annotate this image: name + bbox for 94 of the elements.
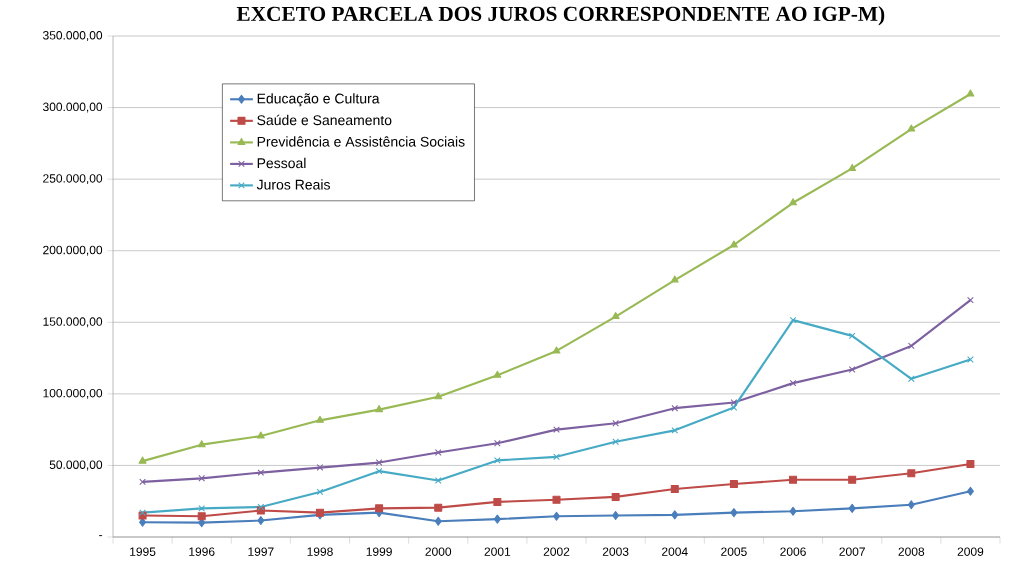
point [789,506,797,516]
x-tick-label: 2006 [780,547,806,556]
point [789,316,797,324]
point [789,475,798,484]
point [552,346,561,354]
point [553,453,560,461]
point [434,503,443,512]
point [611,312,620,320]
point [671,404,679,412]
point [257,469,265,476]
point [197,440,206,448]
point [493,497,502,506]
point [612,438,619,446]
point [848,475,857,484]
x-tick-label: 1996 [189,547,215,556]
x-tick-label: 2008 [898,547,925,556]
point [434,449,442,456]
point [375,467,383,475]
y-tick-label: 250.000,00 [43,174,103,185]
point [730,399,738,406]
point [197,512,206,521]
point [670,275,679,283]
y-tick-label: 300.000,00 [43,102,103,113]
x-tick-label: 2002 [543,547,570,556]
point [907,500,915,510]
point [315,415,324,423]
x-tick-label: 1999 [366,547,392,556]
x-tick-label: 1997 [248,547,274,556]
point [552,495,561,504]
point [966,89,975,97]
point [907,124,916,132]
point [848,332,856,340]
point [316,488,324,496]
point [729,240,738,248]
y-tick-label: 200.000,00 [43,245,103,256]
point [612,510,620,521]
point [907,469,916,478]
point [257,503,265,511]
legend-label: Educação e Cultura [257,93,380,107]
y-tick-label: 100.000,00 [43,388,103,399]
point [729,480,738,489]
x-tick-label: 2007 [839,547,865,556]
point [493,370,502,378]
point [552,511,561,521]
point [434,477,442,484]
point [494,439,501,447]
point [434,392,443,400]
point [256,431,265,439]
point [730,508,738,518]
point [848,163,857,171]
point [789,198,798,206]
point [198,474,206,482]
point [611,492,620,501]
point [730,404,738,411]
y-tick-label: 150.000,00 [43,317,103,328]
point [848,366,856,373]
x-tick-label: 2001 [484,547,511,556]
point [316,464,324,471]
y-tick-label: 350.000,00 [43,31,103,41]
x-tick-label: 2009 [957,547,984,556]
x-tick-label: 1998 [307,547,333,556]
x-tick-label: 2003 [602,547,629,556]
point [966,459,975,469]
point [907,375,915,383]
point [612,419,619,427]
point [198,518,206,528]
point [671,426,679,434]
y-tick-label: - [99,535,103,537]
legend-label: Saúde e Saneamento [257,114,392,126]
point [671,510,679,520]
x-tick-label: 2005 [721,547,747,556]
point [139,478,146,486]
point [966,486,974,496]
x-tick-label: 2004 [662,547,688,556]
point [493,514,501,524]
legend-label: Previdência e Assistência Sociais [257,136,465,147]
x-tick-label: 1995 [130,547,156,556]
point [967,296,974,304]
legend-label: Pessoal [257,157,306,169]
point [789,379,797,387]
point [375,405,384,413]
point [553,426,560,434]
point [375,504,384,513]
point [257,516,265,526]
chart-title: EXCETO PARCELA DOS JUROS CORRESPONDENTE AO IGP-M) [236,6,885,26]
point [848,503,856,513]
y-tick-label: 50.000,00 [49,460,103,471]
point [907,342,915,350]
point [375,459,383,466]
point [670,485,679,494]
legend-label: Juros Reais [256,179,330,190]
x-tick-label: 2000 [425,547,452,556]
point [138,456,147,464]
point [434,516,442,526]
